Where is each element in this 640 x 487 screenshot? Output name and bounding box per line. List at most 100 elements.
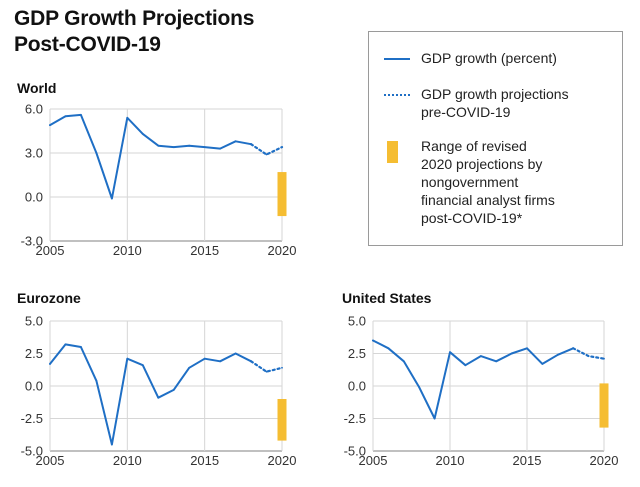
gdp-growth-point [126, 116, 129, 119]
y-tick-label: -2.5 [344, 411, 366, 426]
gdp-growth-point [157, 396, 160, 399]
gdp-growth-point [141, 133, 144, 135]
gdp-growth-line [49, 113, 253, 200]
y-tick-label: 2.5 [348, 346, 366, 361]
x-tick-label: 2005 [359, 453, 388, 468]
gdp-growth-point [95, 379, 98, 382]
gdp-growth-point [219, 147, 222, 150]
gdp-growth-point [157, 144, 160, 147]
legend-label-gdp-growth: GDP growth (percent) [421, 50, 557, 66]
gdp-growth-point [203, 146, 206, 149]
y-tick-label: 5.0 [348, 314, 366, 329]
gdp-growth-point [234, 140, 237, 143]
legend-label-range-line-2: 2020 projections by [421, 156, 543, 172]
gdp-growth-point [141, 364, 144, 367]
gdp-growth-point [387, 347, 390, 350]
gdp-growth-point [449, 351, 451, 354]
y-tick-label: 0.0 [348, 379, 366, 394]
x-tick-label: 2010 [113, 243, 142, 258]
x-tick-label: 2005 [36, 453, 65, 468]
gdp-growth-point [510, 352, 513, 355]
projection-dotted-line [250, 143, 284, 156]
gdp-growth-point [188, 366, 191, 369]
gdp-growth-line [372, 339, 575, 420]
x-tick-label: 2015 [513, 453, 542, 468]
legend-label-projections-line-1: GDP growth projections [421, 86, 569, 102]
y-tick-label: -3.0 [21, 234, 43, 249]
legend-label-range-line-4: financial analyst firms [421, 192, 555, 208]
range-bar [277, 172, 287, 217]
legend-label-range-line-3: nongovernment [421, 174, 519, 190]
x-tick-label: 2020 [268, 453, 297, 468]
gdp-growth-point [49, 363, 51, 365]
x-tick-label: 2020 [268, 243, 297, 258]
x-tick-label: 2015 [190, 453, 219, 468]
panel-title-eurozone: Eurozone [17, 290, 81, 306]
gdp-growth-point [495, 360, 498, 363]
gdp-growth-point [188, 144, 191, 147]
projection-point [603, 357, 605, 360]
legend-label-range-line-5: post-COVID-19* [421, 210, 523, 226]
gdp-growth-point [126, 357, 129, 360]
gdp-growth-point [203, 357, 206, 360]
legend: GDP growth (percent) GDP growth projecti… [368, 31, 623, 246]
gdp-growth-point [172, 146, 175, 149]
y-tick-label: -2.5 [21, 411, 43, 426]
gdp-growth-point [556, 353, 559, 356]
x-tick-label: 2010 [113, 453, 142, 468]
legend-label-range-line-1: Range of revised [421, 138, 527, 154]
projection-point [250, 360, 252, 363]
y-tick-label: 0.0 [25, 190, 43, 205]
gdp-growth-point [172, 389, 175, 391]
projection-dotted-line [250, 360, 284, 373]
x-tick-label: 2020 [590, 453, 619, 468]
legend-label-projections-line-2: pre-COVID-19 [421, 104, 511, 120]
gdp-growth-point [541, 363, 544, 365]
gdp-growth-point [80, 113, 82, 116]
projection-point [281, 146, 283, 149]
y-tick-label: 6.0 [25, 102, 43, 117]
y-tick-label: 0.0 [25, 379, 43, 394]
chart-title-line-2: Post-COVID-19 [14, 33, 161, 56]
gdp-growth-point [95, 152, 98, 154]
panel-title-united-states: United States [342, 290, 432, 306]
gdp-growth-point [234, 352, 237, 355]
gdp-growth-point [479, 355, 482, 357]
gdp-growth-point [526, 347, 528, 350]
range-bar [599, 383, 609, 428]
legend-solid-line-swatch [384, 58, 410, 60]
gdp-growth-point [402, 360, 405, 363]
gdp-growth-point [110, 443, 113, 446]
gdp-growth-line [49, 343, 253, 446]
projection-point [250, 143, 252, 146]
gdp-growth-point [64, 343, 67, 346]
y-tick-label: 3.0 [25, 146, 43, 161]
gdp-growth-point [219, 360, 222, 363]
projection-point [265, 370, 268, 373]
projection-point [281, 366, 283, 369]
gdp-growth-point [49, 124, 51, 127]
panel-title-world: World [17, 80, 57, 96]
legend-dotted-line-swatch [384, 94, 410, 96]
gdp-growth-point [433, 417, 436, 420]
gdp-growth-point [418, 386, 421, 389]
x-tick-label: 2005 [36, 243, 65, 258]
gdp-growth-point [464, 364, 467, 367]
y-tick-label: -5.0 [344, 444, 366, 459]
x-tick-label: 2010 [436, 453, 465, 468]
gdp-growth-point [80, 346, 82, 348]
chart-title-line-1: GDP Growth Projections [14, 7, 255, 30]
projection-point [265, 153, 268, 156]
gdp-growth-point [110, 197, 113, 200]
projection-point [587, 355, 590, 357]
projection-point [572, 347, 575, 350]
y-tick-label: -5.0 [21, 444, 43, 459]
gdp-growth-point [372, 339, 374, 342]
gdp-growth-point [64, 115, 67, 118]
legend-range-swatch [387, 141, 398, 163]
chart-title: GDP Growth Projections Post-COVID-19 [14, 6, 254, 58]
y-tick-label: 5.0 [25, 314, 43, 329]
